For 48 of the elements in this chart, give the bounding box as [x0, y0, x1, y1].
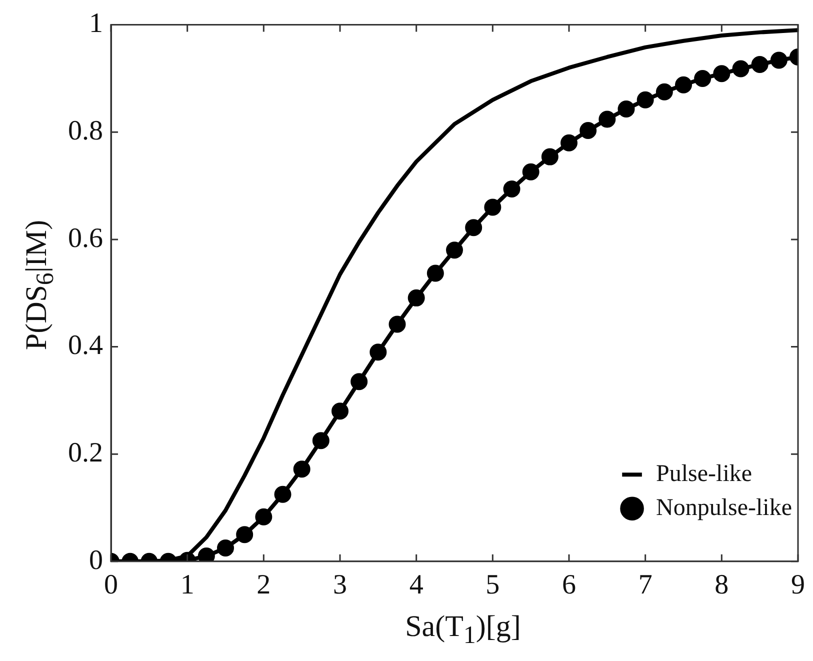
x-tick-label: 5 [486, 570, 500, 601]
y-tick-label: 0 [89, 544, 103, 576]
y-tick-label: 0.4 [68, 330, 103, 362]
point [426, 264, 444, 282]
point [503, 180, 520, 198]
point [713, 65, 730, 82]
x-tick-label: 4 [409, 570, 424, 601]
x-axis-title: Sa(T$_{1}$)[g] [405, 610, 521, 650]
point [694, 70, 712, 87]
point [522, 163, 540, 180]
point [541, 148, 558, 166]
point [312, 432, 330, 450]
y-tick-label: 0.8 [68, 115, 103, 146]
point [560, 134, 578, 152]
point [293, 460, 310, 478]
point [388, 316, 406, 333]
point [751, 56, 768, 74]
point [255, 508, 272, 526]
point [332, 402, 348, 420]
point [446, 242, 463, 259]
x-tick-label: 7 [638, 570, 652, 601]
y-tick-label: 0.2 [68, 437, 103, 468]
point [465, 219, 482, 236]
x-tick-label: 9 [791, 570, 805, 601]
x-tick-label: 2 [256, 570, 271, 601]
point [636, 91, 654, 108]
point [236, 526, 254, 544]
point [656, 83, 673, 100]
x-tick-label: 1 [180, 570, 194, 601]
point [350, 373, 368, 390]
point [770, 52, 788, 69]
point [217, 539, 234, 556]
legend-label: Nonpulse-like [656, 494, 792, 521]
x-tick-label: 6 [562, 570, 576, 601]
x-tick-label: 3 [333, 570, 347, 601]
legend-label: Pulse-like [656, 460, 752, 487]
point [274, 486, 292, 503]
x-tick-label: 8 [714, 570, 729, 601]
point [580, 122, 597, 140]
point [370, 344, 387, 361]
point [618, 100, 635, 118]
point [675, 76, 692, 94]
point [408, 289, 425, 306]
y-tick-label: 0.6 [68, 222, 103, 254]
point [732, 60, 750, 78]
point [484, 198, 502, 216]
point [598, 110, 616, 128]
y-tick-label: 1 [89, 8, 103, 40]
